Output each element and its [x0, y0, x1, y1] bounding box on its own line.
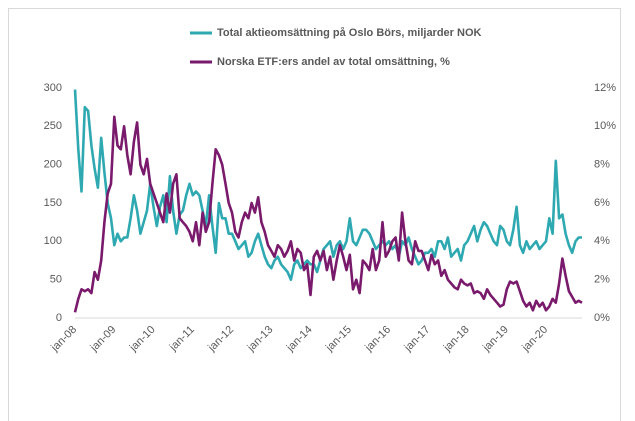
y-tick-label: 50 [50, 274, 62, 286]
x-tick-label: jan-16 [362, 324, 393, 355]
y2-tick-label: 12% [594, 82, 616, 94]
x-tick-label: jan-12 [205, 324, 236, 355]
y2-tick-label: 4% [594, 235, 610, 247]
x-tick-label: jan-14 [284, 324, 315, 355]
data-line [73, 115, 583, 313]
x-tick-label: jan-13 [245, 324, 276, 355]
y-tick-label: 300 [44, 82, 62, 94]
x-tick-label: jan-19 [480, 324, 511, 355]
y-tick-label: 100 [44, 235, 62, 247]
x-tick-label: jan-15 [323, 324, 354, 355]
x-tick-label: jan-10 [127, 324, 158, 355]
x-tick-label: jan-11 [167, 324, 197, 354]
x-tick-label: jan-18 [441, 324, 472, 355]
x-tick-label: jan-20 [519, 324, 550, 355]
x-tick-label: jan-17 [402, 324, 433, 355]
x-tick-label: jan-08 [48, 324, 79, 355]
y2-tick-label: 10% [594, 120, 616, 132]
legend-label: Norska ETF:ers andel av total omsättning… [217, 56, 450, 68]
y-tick-label: 0 [56, 312, 62, 324]
y2-tick-label: 2% [594, 274, 610, 286]
y-tick-label: 250 [44, 120, 62, 132]
x-tick-label: jan-09 [88, 324, 119, 355]
y2-tick-label: 6% [594, 197, 610, 209]
chart-frame [8, 8, 621, 421]
y2-tick-label: 0% [594, 312, 610, 324]
y2-tick-label: 8% [594, 159, 610, 171]
y-tick-label: 150 [44, 197, 62, 209]
y-tick-label: 200 [44, 159, 62, 171]
legend-label: Total aktieomsättning på Oslo Börs, milj… [217, 27, 482, 39]
